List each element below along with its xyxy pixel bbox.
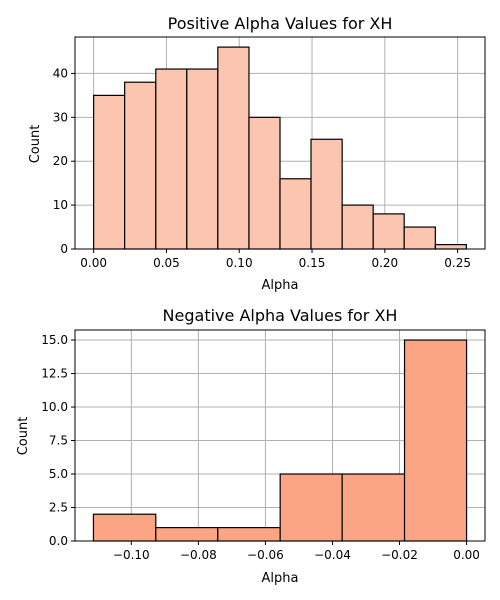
histogram-bar (372, 213, 405, 250)
histogram-bar (403, 226, 436, 250)
x-tick-label: 0.00 (453, 548, 480, 562)
x-tick-label: 0.20 (371, 256, 398, 270)
histogram-bar (279, 473, 343, 542)
positive-alpha-histogram: Positive Alpha Values for XH Alpha Count… (28, 14, 486, 293)
histogram-bar (403, 339, 468, 542)
histogram-bar (155, 68, 188, 250)
histogram-bar (434, 244, 467, 250)
y-tick-label: 12.5 (41, 367, 68, 381)
ticks: 0.00 0.05 0.10 0.15 0.20 0.25 0 10 20 30 40 (53, 66, 471, 270)
x-tick-label: −0.08 (180, 548, 217, 562)
plot-frame (74, 329, 486, 542)
x-tick-label: −0.02 (381, 548, 418, 562)
x-tick-label: −0.10 (113, 548, 150, 562)
y-tick-label: 40 (53, 66, 68, 80)
histogram-bar (186, 68, 219, 250)
x-tick-label: 0.25 (444, 256, 471, 270)
histogram-bar (279, 178, 312, 250)
bars (92, 339, 468, 542)
chart-title: Positive Alpha Values for XH (168, 14, 393, 33)
plot-frame (74, 36, 486, 250)
y-tick-label: 10.0 (41, 400, 68, 414)
histogram-bar (217, 46, 250, 250)
x-tick-label: 0.00 (80, 256, 107, 270)
x-tick-label: 0.15 (299, 256, 326, 270)
x-axis-label: Alpha (262, 278, 299, 293)
y-tick-label: 20 (53, 154, 68, 168)
y-tick-label: 15.0 (41, 333, 68, 347)
x-tick-label: −0.06 (247, 548, 284, 562)
histogram-bar (155, 527, 219, 542)
x-tick-label: −0.04 (314, 548, 351, 562)
y-axis-label: Count (28, 125, 43, 164)
histogram-bar (341, 204, 374, 250)
y-tick-label: 5.0 (49, 467, 68, 481)
x-tick-label: 0.10 (226, 256, 253, 270)
histogram-bar (217, 527, 281, 542)
ticks: −0.10 −0.08 −0.06 −0.04 −0.02 0.00 0.0 2.5 5.0 7.… (41, 333, 480, 562)
histogram-bar (124, 81, 157, 250)
x-axis-label: Alpha (262, 571, 299, 586)
y-tick-label: 7.5 (49, 434, 68, 448)
histogram-bar (92, 513, 157, 542)
chart-title: Negative Alpha Values for XH (163, 306, 398, 325)
histogram-bar (341, 473, 406, 542)
y-tick-label: 0.0 (49, 534, 68, 548)
y-tick-label: 0 (60, 242, 68, 256)
histogram-bar (93, 94, 126, 250)
x-tick-label: 0.05 (153, 256, 180, 270)
histogram-bar (248, 116, 281, 250)
bars (93, 46, 467, 250)
y-tick-label: 30 (53, 110, 68, 124)
y-tick-label: 2.5 (49, 501, 68, 515)
y-axis-label: Count (16, 417, 31, 456)
histogram-bar (310, 138, 343, 250)
negative-alpha-histogram: Negative Alpha Values for XH Alpha Count… (16, 306, 486, 586)
y-tick-label: 10 (53, 198, 68, 212)
